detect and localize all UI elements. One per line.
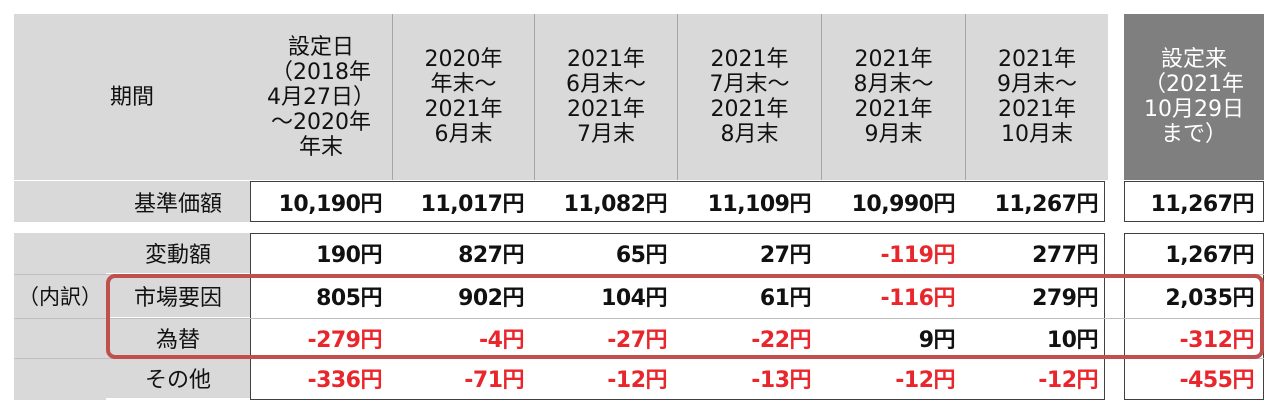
period-column-label: 2021年 7月末～ 2021年 8月末 (709, 47, 790, 147)
since-inception-label: 設定来 （2021年 10月29日 まで） (1144, 47, 1244, 147)
change-row-value: 65円 (615, 243, 668, 268)
fx-row-label: 為替 (155, 328, 200, 353)
breakdown-label: （内訳） (18, 285, 102, 309)
market-factor-row-label: 市場要因 (133, 285, 222, 311)
market-factor-row-value: 279円 (1032, 285, 1098, 311)
fx-row-value: 10円 (1046, 328, 1099, 353)
period-column-label: 2021年 8月末～ 2021年 9月末 (853, 47, 934, 147)
market-factor-row-value: -116円 (880, 285, 955, 311)
nav-total-area (1124, 181, 1264, 222)
period-column-label: 2021年 9月末～ 2021年 10月末 (997, 47, 1077, 147)
nav-label-cell (106, 181, 250, 222)
highlight-frame (106, 274, 1264, 359)
change-row-total: 1,267円 (1165, 243, 1254, 268)
nav-value: 10,190円 (278, 191, 383, 217)
column-divider (677, 14, 678, 180)
period-column-header (966, 14, 1108, 180)
since-inception-header (1124, 14, 1264, 180)
fx-row-value: -22円 (751, 328, 811, 353)
period-label: 期間 (109, 84, 154, 110)
column-divider (821, 14, 822, 180)
nav-value: 10,990円 (851, 191, 956, 217)
other-row-value: -12円 (1038, 368, 1098, 393)
row-label-cell (106, 358, 250, 398)
fx-row-value: -4円 (479, 328, 524, 353)
breakdown-total-area (1124, 233, 1264, 400)
other-row-value: -12円 (895, 368, 955, 393)
row-divider (14, 318, 1264, 319)
fx-row-value: -279円 (307, 328, 382, 353)
change-row-value: 27円 (759, 243, 812, 268)
period-header-cell (14, 14, 250, 180)
market-factor-row-value: 902円 (458, 285, 524, 311)
period-column-header (250, 14, 392, 180)
row-label-cell (106, 318, 250, 358)
nav-total-value: 11,267円 (1150, 191, 1255, 217)
breakdown-side-cell (14, 233, 106, 400)
nav-value: 11,082円 (563, 191, 668, 217)
period-column-label: 2020年 年末～ 2021年 6月末 (424, 47, 503, 147)
row-label-cell (106, 233, 250, 273)
other-row-value: -13円 (751, 368, 811, 393)
nav-value: 11,017円 (420, 191, 525, 217)
period-column-label: 設定日 （2018年 4月27日） ～2020年 年末 (267, 34, 375, 160)
breakdown-values-area (250, 233, 1105, 400)
nav-value: 11,267円 (994, 191, 1099, 217)
other-row-label: その他 (144, 368, 211, 393)
other-row-value: -71円 (464, 368, 524, 393)
other-row-value: -12円 (607, 368, 667, 393)
period-column-header (535, 14, 677, 180)
column-divider (392, 14, 393, 180)
change-row-label: 変動額 (144, 243, 211, 268)
market-factor-row-value: 805円 (316, 285, 382, 311)
nav-value: 11,109円 (707, 191, 812, 217)
nav-values-area (250, 181, 1105, 222)
change-row-value: -119円 (880, 243, 955, 268)
column-divider (965, 14, 966, 180)
nav-row-label: 基準価額 (133, 191, 222, 217)
other-row-total: -455円 (1179, 368, 1254, 393)
change-row-value: 277円 (1032, 243, 1098, 268)
fx-row-total: -312円 (1179, 328, 1254, 353)
market-factor-row-total: 2,035円 (1165, 285, 1254, 311)
nav-left-spacer (14, 181, 106, 222)
period-column-label: 2021年 6月末～ 2021年 7月末 (566, 47, 646, 147)
column-divider (534, 14, 535, 180)
row-label-cell (106, 274, 250, 317)
fx-row-value: 9円 (918, 328, 956, 353)
period-column-header (822, 14, 965, 180)
change-row-value: 827円 (458, 243, 524, 268)
other-row-value: -336円 (307, 368, 382, 393)
market-factor-row-value: 61円 (759, 285, 812, 311)
market-factor-row-value: 104円 (601, 285, 667, 311)
period-column-header (678, 14, 821, 180)
period-column-header (393, 14, 534, 180)
change-row-value: 190円 (316, 243, 382, 268)
fx-row-value: -27円 (607, 328, 667, 353)
